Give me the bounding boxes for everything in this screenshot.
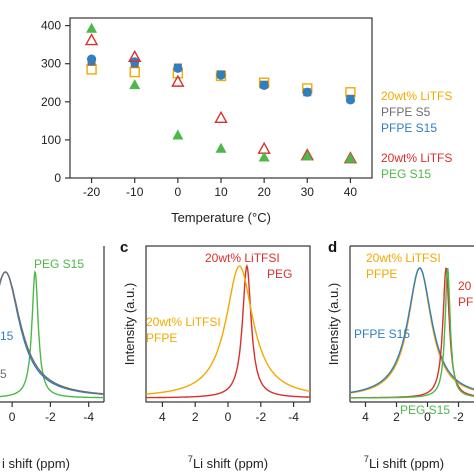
marker-filled-circle-2 <box>173 63 183 73</box>
top-x-tick-label: 20 <box>257 185 271 199</box>
panel-d-x-axis: 4 2 0 -2 <box>362 402 464 424</box>
panel-c-label-peg: PEG <box>267 267 292 281</box>
spectrum-x-tick-label: 4 <box>362 410 369 424</box>
top-data-markers <box>84 22 358 164</box>
panel-b-x-axis-label: i shift (ppm) <box>2 456 70 471</box>
spectrum-curve-2 <box>0 271 105 395</box>
spectrum-x-tick-label: -2 <box>255 410 266 424</box>
panel-d-label-pfpe-s15: PFPE S15 <box>354 327 410 341</box>
top-y-tick-label: 100 <box>41 133 61 147</box>
marker-filled-triangle-4 <box>215 142 227 153</box>
spectrum-curve-1 <box>0 271 105 395</box>
top-plot-frame <box>69 17 373 179</box>
panel-d-label-litfsi: 20wt% LiTFSI <box>366 251 441 265</box>
panel-c-x-axis-label: 7Li shift (ppm) <box>188 454 268 471</box>
panel-d-label-pfpe: PFPE <box>366 267 397 281</box>
top-legend: 20wt% LiTFS PFPE S5 PFPE S15 20wt% LiTFS… <box>381 89 452 181</box>
panel-c-x-sup: 7 <box>188 454 193 464</box>
panel-d-x-sup: 7 <box>364 454 369 464</box>
spectrum-panel-b: 0 -2 -4 PEG S15 15 5 i shift (ppm) <box>0 246 105 471</box>
panel-c-x-label-text: Li shift (ppm) <box>193 456 268 471</box>
panel-b-label-pfpe-s15: 15 <box>0 329 14 343</box>
spectrum-curve-1 <box>145 265 311 395</box>
top-x-tick-label: -10 <box>126 185 144 199</box>
spectrum-curve-3 <box>350 267 474 399</box>
spectrum-x-tick-label: -2 <box>45 410 56 424</box>
panel-d-x-label-text: Li shift (ppm) <box>369 456 444 471</box>
top-x-tick-label: 0 <box>175 185 182 199</box>
legend-item-5: PEG S15 <box>381 167 431 181</box>
panel-c-curves <box>145 263 311 399</box>
marker-filled-triangle-4 <box>301 150 313 161</box>
marker-open-triangle-3 <box>84 33 99 46</box>
panel-c-label-litfsi-pfpe: 20wt% LiTFSI <box>146 315 221 329</box>
spectrum-curve-0 <box>146 263 310 399</box>
legend-item-1: 20wt% LiTFS <box>381 89 452 103</box>
marker-open-triangle-3 <box>128 49 142 63</box>
marker-open-triangle-3 <box>171 74 185 87</box>
marker-filled-triangle-4 <box>344 152 356 163</box>
top-x-tick-label: 10 <box>214 185 228 199</box>
panel-d-y-axis-label: Intensity (a.u.) <box>326 283 341 365</box>
legend-item-4: 20wt% LiTFS <box>381 151 452 165</box>
marker-filled-circle-2 <box>216 70 226 80</box>
panel-d-x-axis-label: 7Li shift (ppm) <box>364 454 444 471</box>
spectrum-x-tick-label: -2 <box>453 410 464 424</box>
panel-b-label-pfpe-s5: 5 <box>0 367 7 381</box>
top-x-tick-label: 40 <box>344 185 358 199</box>
marker-open-square-0 <box>86 64 97 75</box>
panel-d-letter: d <box>328 239 337 256</box>
top-y-tick-label: 0 <box>54 171 61 185</box>
top-x-axis-label: Temperature (°C) <box>171 210 271 225</box>
panel-c-x-axis: 4 2 0 -2 -4 <box>159 402 299 424</box>
spectrum-x-tick-label: 0 <box>424 410 431 424</box>
spectrum-x-tick-label: 2 <box>393 410 400 424</box>
spectrum-panel-d: d 4 2 0 -2 Intensity (a.u.) 20wt% LiTFSI PF… <box>326 239 474 471</box>
spectrum-x-tick-label: 2 <box>192 410 199 424</box>
top-y-tick-label: 200 <box>41 95 61 109</box>
panel-b-label-peg: PEG S15 <box>34 257 84 271</box>
marker-open-triangle-3 <box>214 110 228 124</box>
marker-filled-circle-2 <box>86 54 97 64</box>
top-y-tick-label: 300 <box>41 57 61 71</box>
marker-filled-triangle-4 <box>172 129 184 140</box>
panel-c-label-litfsi-peg: 20wt% LiTFSI <box>205 251 280 265</box>
marker-filled-circle-2 <box>345 95 356 105</box>
marker-filled-triangle-4 <box>129 79 141 90</box>
panel-b-curves <box>0 270 105 399</box>
panel-d-label-20: 20 <box>458 279 472 293</box>
spectrum-curve-1 <box>349 267 474 394</box>
panel-c-label-pfpe: PFPE <box>146 331 177 345</box>
marker-filled-triangle-4 <box>258 151 270 162</box>
legend-item-2: PFPE S5 <box>381 105 431 119</box>
temperature-scatter-panel: 0 100 200 300 400 -20 -10 0 10 20 30 40 Temperatur… <box>41 17 452 225</box>
top-x-tick-label: -20 <box>83 185 101 199</box>
panel-d-label-peg-s15: PEG S15 <box>400 403 450 417</box>
top-x-tick-label: 30 <box>301 185 315 199</box>
top-y-tick-label: 400 <box>41 19 61 33</box>
legend-item-3: PFPE S15 <box>381 121 437 135</box>
spectrum-x-tick-label: -4 <box>288 410 299 424</box>
marker-filled-circle-2 <box>302 87 312 97</box>
top-y-axis: 0 100 200 300 400 <box>41 19 70 185</box>
panel-c-letter: c <box>120 239 128 256</box>
marker-filled-circle-2 <box>259 80 269 91</box>
spectrum-curve-0 <box>0 270 104 399</box>
panel-d-curves <box>349 267 474 399</box>
spectrum-x-tick-label: -4 <box>83 410 94 424</box>
marker-open-square-0 <box>129 66 140 78</box>
spectrum-x-tick-label: 0 <box>9 410 16 424</box>
spectrum-x-tick-label: 4 <box>159 410 166 424</box>
spectrum-panel-c: c 4 2 0 -2 -4 Intensity (a.u.) 20wt% LiTFSI … <box>120 239 311 471</box>
marker-filled-triangle-4 <box>86 22 98 33</box>
spectrum-x-tick-label: 0 <box>225 410 232 424</box>
panel-d-label-pf: PF <box>458 295 473 309</box>
panel-c-y-axis-label: Intensity (a.u.) <box>122 283 137 365</box>
panel-b-x-axis: 0 -2 -4 <box>9 402 94 424</box>
top-x-axis: -20 -10 0 10 20 30 40 <box>83 178 358 199</box>
